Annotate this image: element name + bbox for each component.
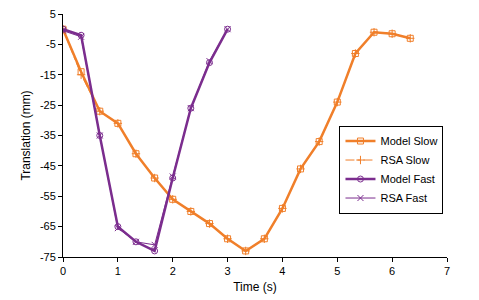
svg-text:4: 4 bbox=[279, 265, 285, 277]
svg-text:-75: -75 bbox=[40, 251, 56, 263]
svg-text:5: 5 bbox=[50, 8, 56, 20]
svg-text:Model Slow: Model Slow bbox=[380, 135, 437, 147]
svg-text:5: 5 bbox=[334, 265, 340, 277]
svg-text:-55: -55 bbox=[40, 190, 56, 202]
svg-text:-5: -5 bbox=[46, 38, 56, 50]
svg-text:3: 3 bbox=[225, 265, 231, 277]
svg-text:-25: -25 bbox=[40, 99, 56, 111]
svg-text:-65: -65 bbox=[40, 220, 56, 232]
svg-text:-35: -35 bbox=[40, 129, 56, 141]
svg-text:1: 1 bbox=[115, 265, 121, 277]
svg-text:0: 0 bbox=[60, 265, 66, 277]
svg-text:2: 2 bbox=[170, 265, 176, 277]
svg-text:7: 7 bbox=[444, 265, 450, 277]
svg-text:Model Fast: Model Fast bbox=[380, 173, 434, 185]
svg-text:-45: -45 bbox=[40, 160, 56, 172]
svg-text:Translation (mm): Translation (mm) bbox=[19, 90, 33, 180]
svg-text:RSA Slow: RSA Slow bbox=[380, 154, 429, 166]
svg-text:-15: -15 bbox=[40, 69, 56, 81]
svg-text:Time (s): Time (s) bbox=[233, 280, 277, 294]
svg-text:6: 6 bbox=[389, 265, 395, 277]
svg-text:RSA Fast: RSA Fast bbox=[380, 192, 426, 204]
